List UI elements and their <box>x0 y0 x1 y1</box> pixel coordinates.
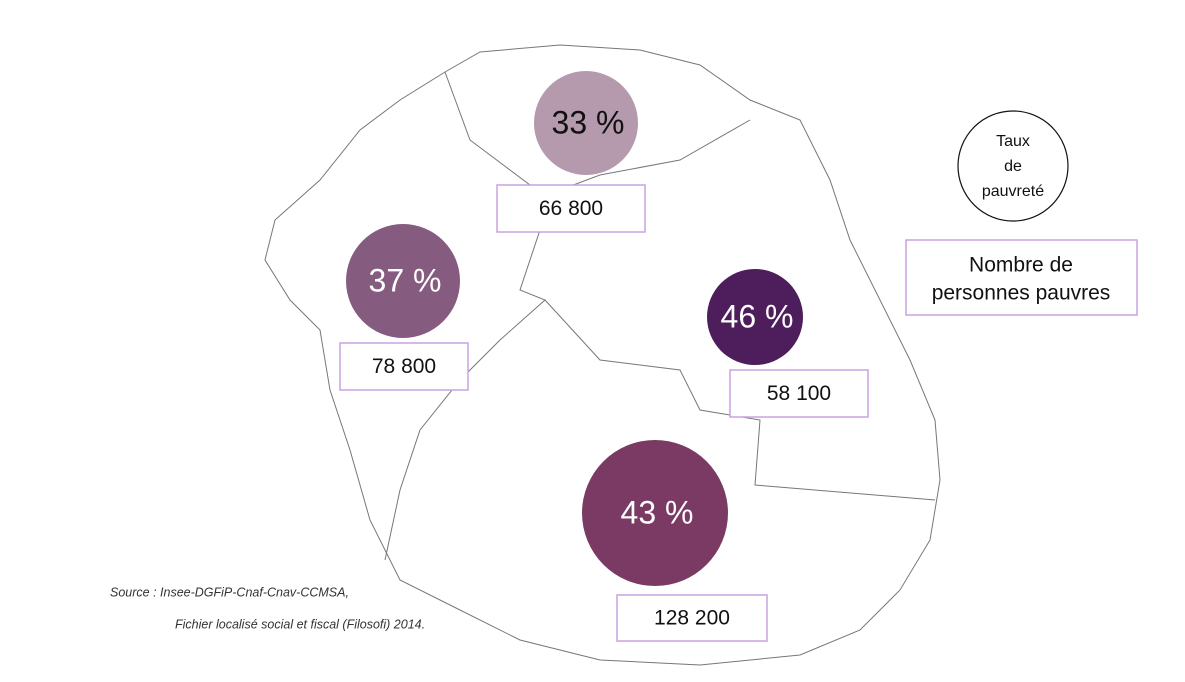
legend-rate: de <box>1004 158 1022 175</box>
rate-label: 46 % <box>721 298 794 334</box>
island-outline <box>264 44 941 666</box>
source: Source : Insee-DGFiP-Cnaf-Cnav-CCMSA, <box>110 585 349 599</box>
rate-circle <box>582 440 728 586</box>
count-box <box>729 369 869 418</box>
count-box <box>496 184 646 233</box>
legend-count: personnes pauvres <box>932 282 1111 305</box>
regions: 33 % 66 800 37 % 78 800 46 % 58 100 43 % 128 20… <box>339 71 869 642</box>
rate-circle <box>346 224 460 338</box>
legend-rate: pauvreté <box>982 183 1044 200</box>
region-border <box>544 299 936 501</box>
legend-count: Nombre de <box>969 254 1073 277</box>
rate-label: 33 % <box>552 104 625 140</box>
rate-circle <box>707 269 803 365</box>
count-label: 58 100 <box>767 382 831 405</box>
legend: Taux de pauvreté Nombre de personnes pauvres <box>932 133 1111 304</box>
source: Fichier localisé social et fiscal (Filos… <box>175 617 425 631</box>
rate-circle <box>534 71 638 175</box>
rate-label: 37 % <box>369 262 442 298</box>
region-border <box>384 229 546 561</box>
legend-rate: Taux <box>996 133 1030 150</box>
rate-label: 43 % <box>621 494 694 530</box>
count-box <box>616 594 768 642</box>
legend-box <box>905 239 1138 316</box>
count-label: 66 800 <box>539 197 603 220</box>
count-label: 78 800 <box>372 355 436 378</box>
count-label: 128 200 <box>654 607 730 630</box>
legend-circle <box>957 110 1069 222</box>
count-box <box>339 342 469 391</box>
